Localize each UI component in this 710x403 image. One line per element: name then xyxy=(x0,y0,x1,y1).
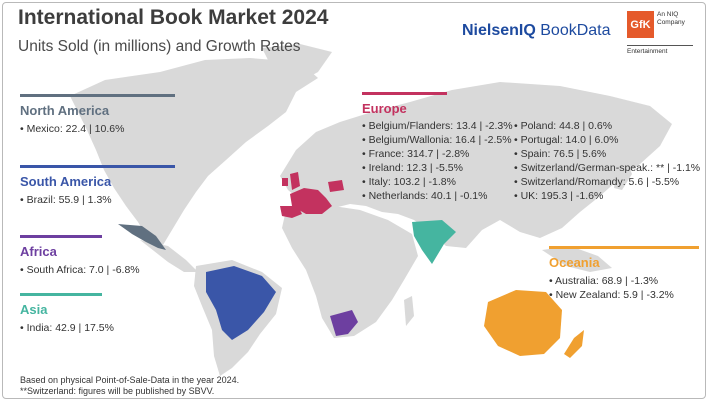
label-new-zealand: New Zealand: 5.9 | -3.2% xyxy=(555,289,674,301)
region-north-america: North America • Mexico: 22.4 | 10.6% xyxy=(20,94,175,136)
country-france-benelux-swiss-italy xyxy=(290,188,332,214)
region-oceania: Oceania • Australia: 68.9 | -1.3% • New … xyxy=(549,246,699,302)
region-title-south-america: South America xyxy=(20,174,112,189)
label-india: India: 42.9 | 17.5% xyxy=(26,322,114,334)
data-label-portugal: • Portugal: 14.0 | 6.0% xyxy=(514,134,619,146)
gfk-subtitle: Entertainment xyxy=(627,48,668,55)
label-switzerland-german: Switzerland/German-speak.: ** | -1.1% xyxy=(520,162,701,174)
highlighted-countries xyxy=(118,172,456,340)
region-title-europe: Europe xyxy=(362,101,407,116)
land-madagascar xyxy=(404,296,414,326)
data-label-france: • France: 314.7 | -2.8% xyxy=(362,148,470,160)
gfk-divider xyxy=(627,45,693,46)
region-bar-south-america xyxy=(20,165,175,168)
region-bar-africa xyxy=(20,235,102,238)
footnote-switzerland: **Switzerland: figures will be published… xyxy=(20,386,215,396)
land-se-asia xyxy=(542,246,612,272)
country-india xyxy=(412,220,456,264)
land-central-america xyxy=(140,240,198,272)
data-label-australia: • Australia: 68.9 | -1.3% xyxy=(549,275,659,287)
region-bar-asia xyxy=(20,293,102,296)
label-netherlands: Netherlands: 40.1 | -0.1% xyxy=(368,190,488,202)
gfk-tagline: An NIQ Company xyxy=(657,11,703,27)
region-bar-europe xyxy=(362,92,447,95)
label-portugal: Portugal: 14.0 | 6.0% xyxy=(520,134,619,146)
label-poland: Poland: 44.8 | 0.6% xyxy=(520,120,613,132)
gfk-tagline-1: An NIQ xyxy=(657,11,679,18)
data-label-india: • India: 42.9 | 17.5% xyxy=(20,322,114,334)
label-uk: UK: 195.3 | -1.6% xyxy=(520,190,604,202)
footnote-data-basis: Based on physical Point-of-Sale-Data in … xyxy=(20,375,240,385)
data-label-switzerland-romandy: • Switzerland/Romandy: 5.6 | -5.5% xyxy=(514,176,680,188)
label-south-africa: South Africa: 7.0 | -6.8% xyxy=(26,264,140,276)
gfk-tagline-2: Company xyxy=(657,19,685,26)
region-title-africa: Africa xyxy=(20,244,57,259)
land-australia xyxy=(484,290,562,356)
data-label-mexico: • Mexico: 22.4 | 10.6% xyxy=(20,123,125,135)
data-label-brazil: • Brazil: 55.9 | 1.3% xyxy=(20,194,112,206)
data-label-south-africa: • South Africa: 7.0 | -6.8% xyxy=(20,264,140,276)
label-ireland: Ireland: 12.3 | -5.5% xyxy=(368,162,463,174)
country-spain-portugal xyxy=(280,206,302,218)
land-greenland xyxy=(262,44,332,84)
region-europe: Europe • Belgium/Flanders: 13.4 | -2.3% … xyxy=(362,92,701,203)
region-south-america: South America • Brazil: 55.9 | 1.3% xyxy=(20,165,175,207)
land-new-zealand xyxy=(564,330,584,358)
land-europe-asia xyxy=(280,82,672,248)
country-brazil xyxy=(206,266,276,340)
label-mexico: Mexico: 22.4 | 10.6% xyxy=(26,123,125,135)
gfk-logo: GfK xyxy=(627,11,654,38)
region-bar-oceania xyxy=(549,246,699,249)
data-label-ireland: • Ireland: 12.3 | -5.5% xyxy=(362,162,463,174)
page-subtitle: Units Sold (in millions) and Growth Rate… xyxy=(18,38,301,55)
data-label-belgium-flanders: • Belgium/Flanders: 13.4 | -2.3% xyxy=(362,120,513,132)
region-asia: Asia • India: 42.9 | 17.5% xyxy=(20,293,114,335)
country-south-africa xyxy=(330,310,358,336)
data-label-spain: • Spain: 76.5 | 5.6% xyxy=(514,148,607,160)
label-belgium-flanders: Belgium/Flanders: 13.4 | -2.3% xyxy=(368,120,513,132)
data-label-netherlands: • Netherlands: 40.1 | -0.1% xyxy=(362,190,488,202)
data-label-belgium-wallonia: • Belgium/Wallonia: 16.4 | -2.5% xyxy=(362,134,512,146)
page-title: International Book Market 2024 xyxy=(18,6,329,29)
country-uk xyxy=(290,172,300,190)
frame-border xyxy=(2,2,706,399)
label-brazil: Brazil: 55.9 | 1.3% xyxy=(26,194,112,206)
land-north-america xyxy=(70,58,318,250)
brand-bold: NielsenIQ xyxy=(462,22,536,39)
label-france: France: 314.7 | -2.8% xyxy=(368,148,470,160)
region-title-asia: Asia xyxy=(20,302,48,317)
data-label-poland: • Poland: 44.8 | 0.6% xyxy=(514,120,613,132)
region-africa: Africa • South Africa: 7.0 | -6.8% xyxy=(20,235,140,277)
brand-light: BookData xyxy=(535,22,611,39)
country-mexico xyxy=(118,224,166,250)
europe-column-1: • Belgium/Flanders: 13.4 | -2.3% • Belgi… xyxy=(362,119,514,203)
europe-column-2: • Poland: 44.8 | 0.6% • Portugal: 14.0 |… xyxy=(514,119,701,203)
land-africa xyxy=(282,204,418,338)
label-switzerland-romandy: Switzerland/Romandy: 5.6 | -5.5% xyxy=(520,176,680,188)
region-bar-north-america xyxy=(20,94,175,97)
data-label-switzerland-german: • Switzerland/German-speak.: ** | -1.1% xyxy=(514,162,701,174)
region-title-north-america: North America xyxy=(20,103,110,118)
nielseniq-bookdata-logo: NielsenIQ BookData xyxy=(462,22,611,40)
label-spain: Spain: 76.5 | 5.6% xyxy=(520,148,607,160)
country-ireland xyxy=(282,178,288,186)
data-label-uk: • UK: 195.3 | -1.6% xyxy=(514,190,604,202)
data-label-new-zealand: • New Zealand: 5.9 | -3.2% xyxy=(549,289,674,301)
region-title-oceania: Oceania xyxy=(549,255,600,270)
label-australia: Australia: 68.9 | -1.3% xyxy=(555,275,659,287)
label-italy: Italy: 103.2 | -1.8% xyxy=(368,176,456,188)
land-japan xyxy=(614,160,632,190)
label-belgium-wallonia: Belgium/Wallonia: 16.4 | -2.5% xyxy=(368,134,512,146)
country-poland xyxy=(328,180,344,192)
data-label-italy: • Italy: 103.2 | -1.8% xyxy=(362,176,456,188)
